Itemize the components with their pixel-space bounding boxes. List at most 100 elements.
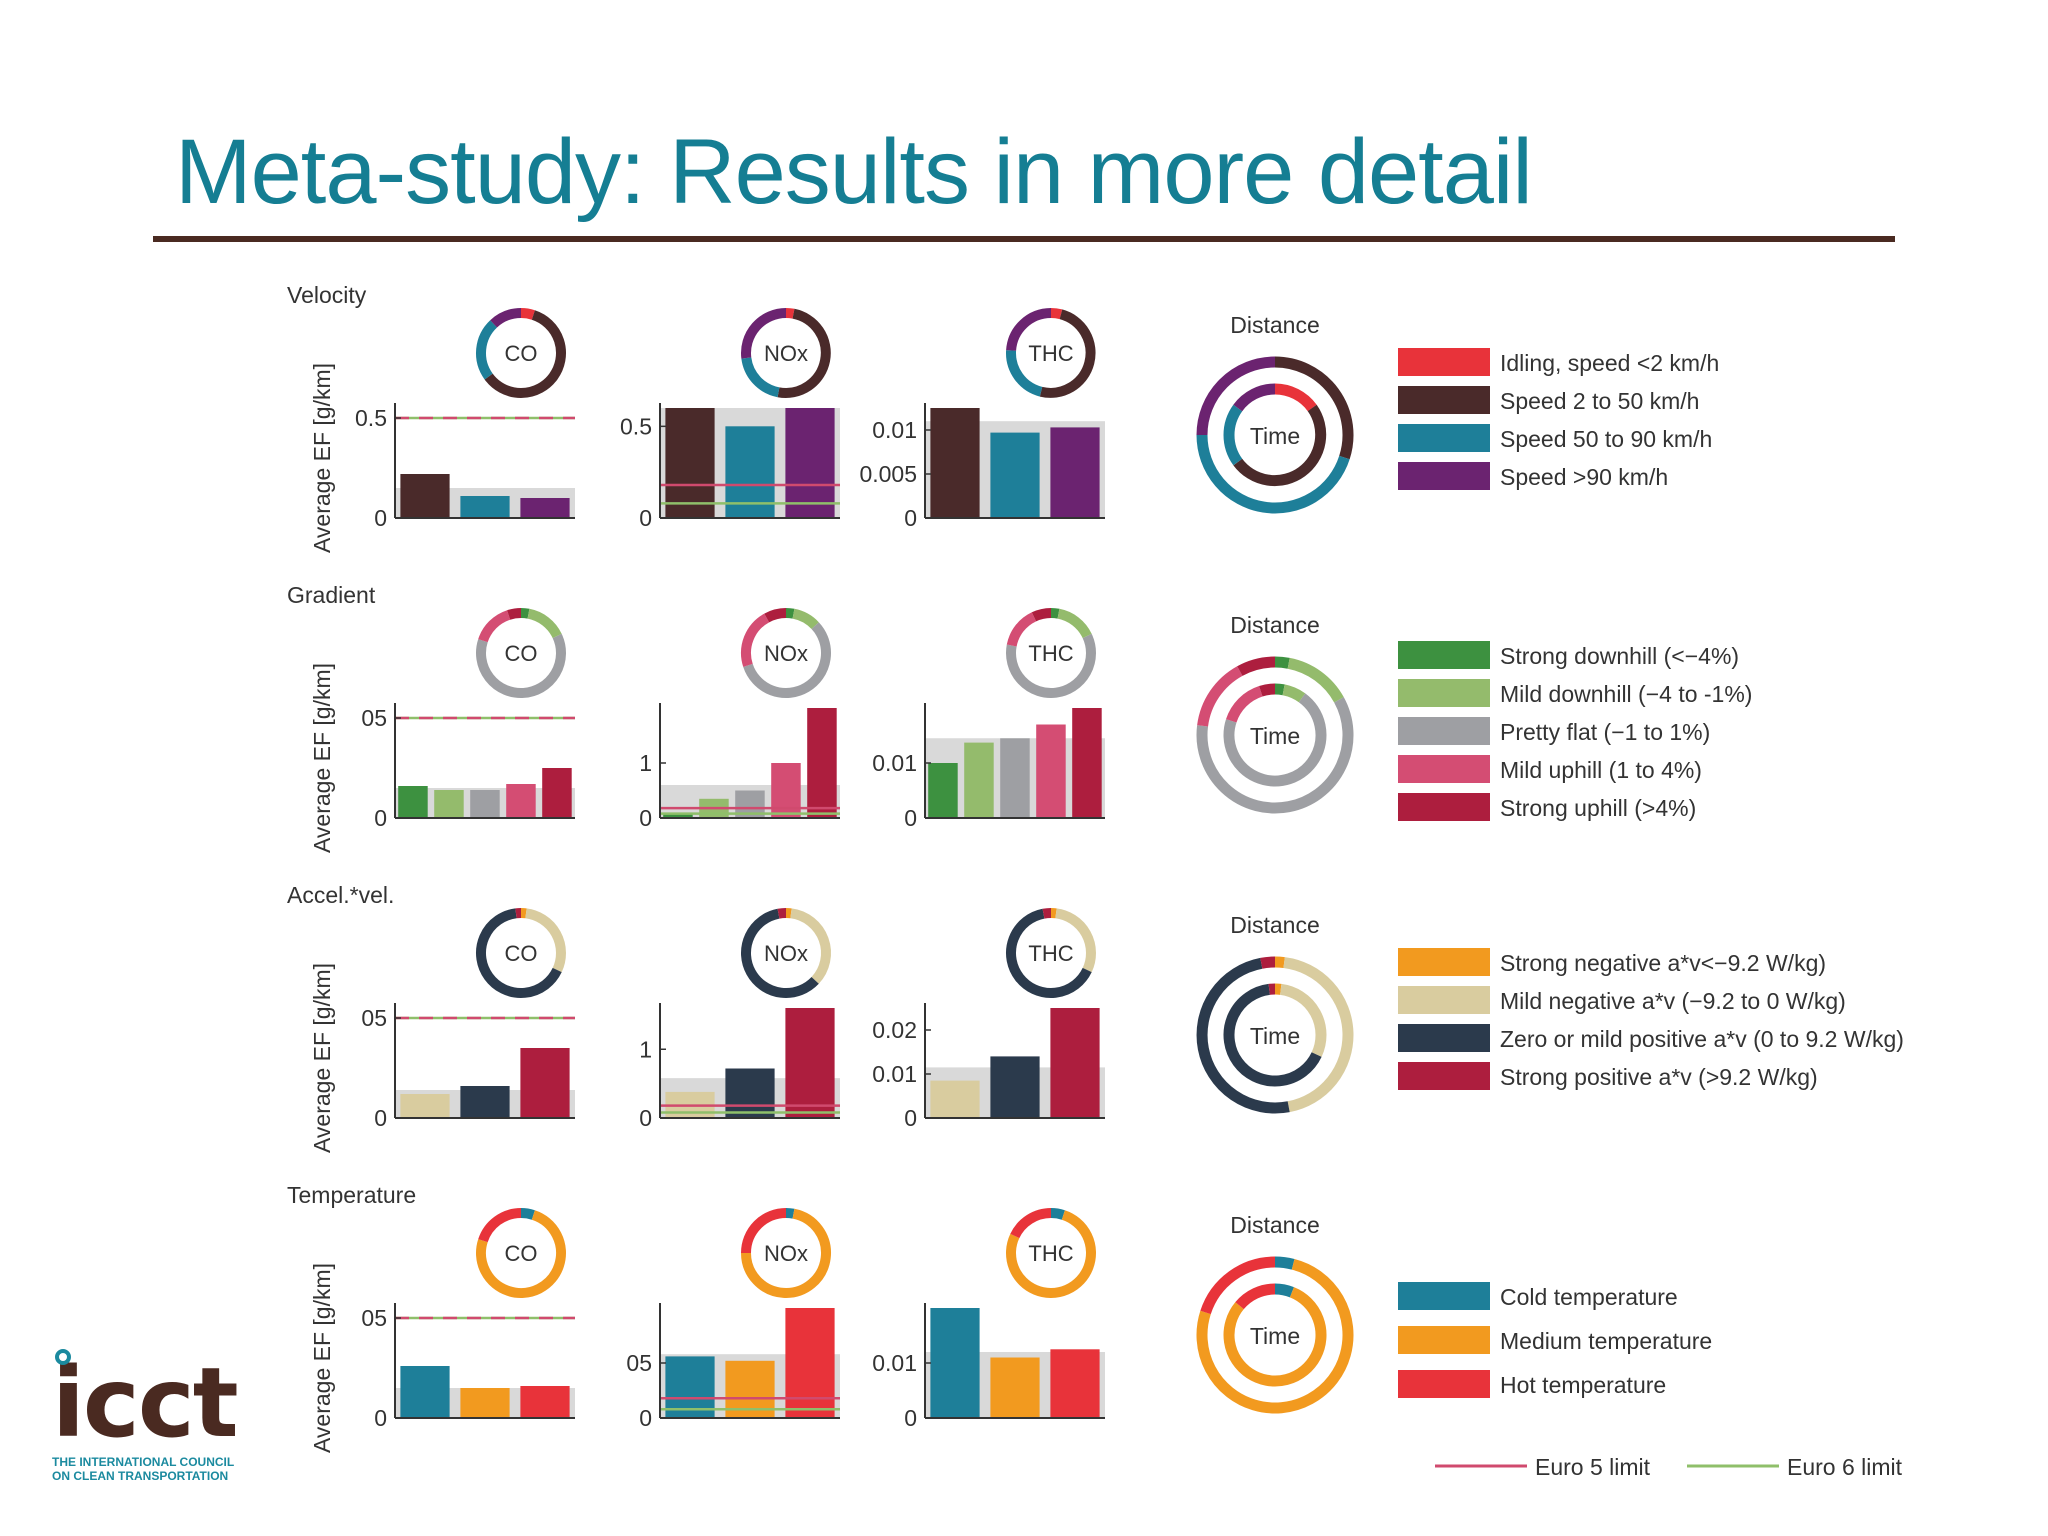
pollutant-donut-segment-2	[476, 633, 566, 698]
distance-ring-segment-3	[1197, 666, 1243, 727]
pollutant-label: CO	[505, 341, 538, 366]
y-tick-label: 0.5	[355, 405, 387, 431]
bar-0	[930, 408, 980, 518]
y-tick-label: 0	[639, 1405, 652, 1431]
time-label: Time	[1250, 1023, 1300, 1049]
section-label: Gradient	[287, 582, 376, 608]
legend-item: Strong positive a*v (>9.2 W/kg)	[1500, 1064, 1818, 1090]
legend: Strong negative a*v<−9.2 W/kg) Mild negat…	[1398, 948, 1904, 1090]
panel-nox: 0 0.5 NOx	[620, 308, 840, 531]
pollutant-donut-segment-1	[527, 608, 562, 639]
bar-1	[990, 1056, 1040, 1118]
time-ring-segment-2	[1223, 693, 1327, 787]
legend: Cold temperature Medium temperature Hot te…	[1398, 1282, 1712, 1398]
panel-co: 0 05 CO	[361, 608, 575, 831]
chart-row-1: Gradient Average EF [g/km] 0 05 CO 0 1 NOx 0 0.01…	[287, 582, 1752, 853]
distance-ring-segment-0	[1274, 956, 1285, 969]
legend-item: Medium temperature	[1500, 1328, 1712, 1354]
bar-3	[1036, 724, 1066, 818]
logo-wordmark: icct	[52, 1347, 239, 1459]
pollutant-donut-segment-3	[777, 908, 787, 919]
y-tick-label: 0.005	[859, 461, 917, 487]
pollutant-donut-segment-2	[1006, 350, 1043, 397]
pollutant-donut-segment-3	[741, 613, 770, 667]
pollutant-donut-segment-0	[520, 1208, 535, 1220]
legend-swatch	[1398, 793, 1490, 821]
pollutant-donut-segment-4	[1031, 608, 1052, 622]
panel-thc: 0 0.01 THC	[872, 608, 1105, 831]
pollutant-donut-segment-0	[785, 308, 795, 319]
section-label: Temperature	[287, 1182, 416, 1208]
time-ring-segment-4	[1259, 683, 1276, 697]
legend-item: Zero or mild positive a*v (0 to 9.2 W/kg…	[1500, 1026, 1904, 1052]
y-tick-label: 0	[639, 805, 652, 831]
pollutant-label: NOx	[764, 1241, 808, 1266]
pollutant-label: THC	[1028, 641, 1073, 666]
y-tick-label: 0	[374, 505, 387, 531]
y-axis-label: Average EF [g/km]	[309, 363, 335, 553]
legend-swatch	[1398, 1326, 1490, 1354]
title-divider	[153, 236, 1895, 242]
distance-ring-segment-2	[1196, 434, 1350, 514]
bar-1	[460, 1086, 510, 1118]
bar-2	[785, 1008, 835, 1118]
pollutant-donut-segment-0	[1050, 608, 1060, 619]
time-ring-segment-2	[1235, 1283, 1276, 1310]
bar-4	[542, 768, 572, 818]
time-label: Time	[1250, 423, 1300, 449]
pollutant-label: CO	[505, 941, 538, 966]
legend-item: Speed 50 to 90 km/h	[1500, 426, 1712, 452]
distance-ring-segment-3	[1196, 356, 1276, 436]
legend-swatch	[1398, 1062, 1490, 1090]
y-axis-label: Average EF [g/km]	[309, 663, 335, 853]
pollutant-donut-segment-1	[476, 1210, 566, 1298]
panel-nox: 0 1 NOx	[639, 908, 840, 1131]
pollutant-donut-segment-2	[478, 1208, 522, 1243]
pollutant-label: NOx	[764, 941, 808, 966]
y-tick-label: 0.01	[872, 1350, 917, 1376]
pollutant-donut-segment-3	[741, 308, 787, 359]
legend: Strong downhill (<−4%) Mild downhill (−4 …	[1398, 641, 1752, 821]
bar-2	[1050, 1349, 1100, 1419]
legend-swatch	[1398, 986, 1490, 1014]
pollutant-donut-segment-1	[1039, 309, 1096, 398]
pollutant-donut-segment-1	[1055, 908, 1096, 973]
legend-swatch	[1398, 679, 1490, 707]
y-tick-label: 0	[639, 1105, 652, 1131]
panel-nox: 0 1 NOx	[639, 608, 840, 831]
pollutant-donut-segment-1	[525, 908, 566, 973]
section-label: Accel.*vel.	[287, 882, 394, 908]
pollutant-donut-segment-0	[1050, 1208, 1065, 1220]
bar-0	[398, 786, 428, 818]
y-tick-label: 0	[374, 805, 387, 831]
y-tick-label: 0.02	[872, 1017, 917, 1043]
pollutant-donut-segment-1	[790, 908, 831, 984]
bar-0	[400, 1366, 450, 1418]
legend-swatch	[1398, 462, 1490, 490]
legend-swatch	[1398, 424, 1490, 452]
legend-item: Cold temperature	[1500, 1284, 1678, 1310]
bar-1	[460, 1388, 510, 1418]
y-tick-label: 0.01	[872, 750, 917, 776]
y-tick-label: 0	[904, 1405, 917, 1431]
legend-item: Idling, speed <2 km/h	[1500, 350, 1719, 376]
panel-thc: 0 0.01 THC	[872, 1208, 1105, 1431]
time-label: Time	[1250, 723, 1300, 749]
pollutant-donut-segment-2	[1006, 633, 1096, 698]
bar-2	[520, 498, 570, 518]
panel-co: 0 0.5 CO	[355, 308, 575, 531]
time-ring-segment-3	[1226, 686, 1263, 723]
y-tick-label: 0	[374, 1105, 387, 1131]
distance-ring-segment-1	[1196, 1258, 1354, 1414]
time-ring-segment-2	[1223, 404, 1243, 466]
legend-item: Mild downhill (−4 to -1%)	[1500, 681, 1752, 707]
distance-ring-segment-1	[1287, 657, 1344, 703]
distance-ring-segment-2	[1196, 957, 1290, 1114]
bar-4	[1072, 708, 1102, 818]
panel-thc: 0 0.005 0.01 THC	[859, 308, 1105, 531]
distance-label: Distance	[1230, 612, 1319, 638]
legend-item: Speed 2 to 50 km/h	[1500, 388, 1699, 414]
legend-swatch	[1398, 1282, 1490, 1310]
logo-tagline: THE INTERNATIONAL COUNCIL ON CLEAN TRANS…	[52, 1455, 235, 1483]
legend-item: Pretty flat (−1 to 1%)	[1500, 719, 1710, 745]
